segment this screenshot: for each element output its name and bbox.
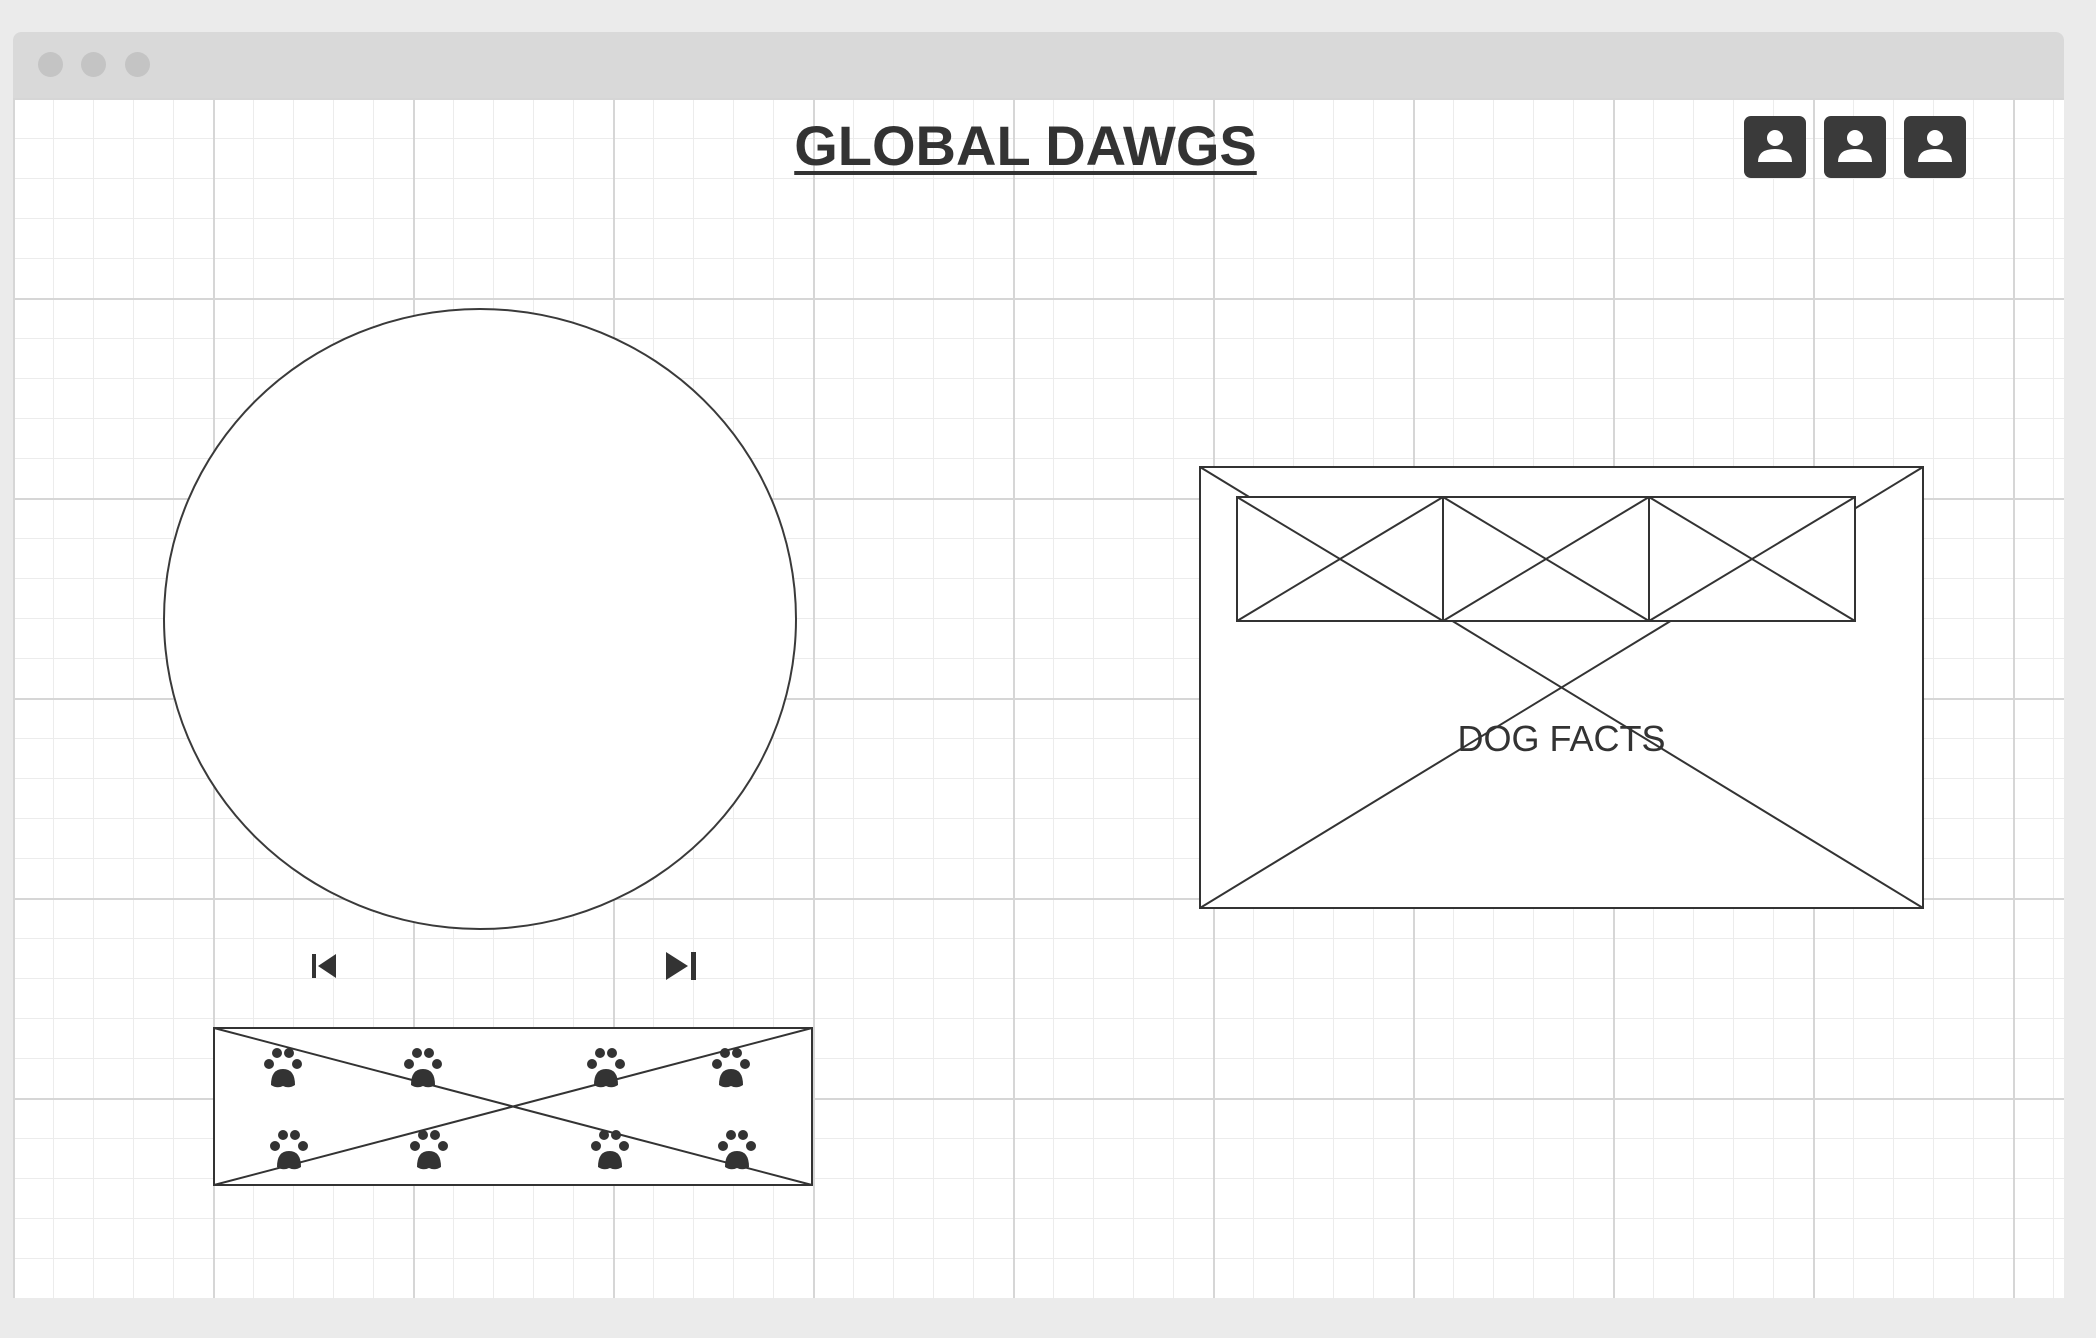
skip-back-icon[interactable] <box>304 946 344 986</box>
page-title: GLOBAL DAWGS <box>794 114 1257 177</box>
user-icon[interactable] <box>1824 116 1886 178</box>
paw-icon <box>264 1048 302 1088</box>
paw-icon <box>591 1130 629 1170</box>
user-icon[interactable] <box>1904 116 1966 178</box>
facts-thumbnail-strip <box>1236 496 1856 622</box>
paw-icon <box>270 1130 308 1170</box>
dog-facts-panel <box>1199 466 1924 909</box>
paw-icon <box>587 1048 625 1088</box>
window-titlebar <box>13 32 2064 98</box>
skip-forward-icon[interactable] <box>662 946 702 986</box>
window-minimize-button[interactable] <box>81 52 106 77</box>
paw-icon <box>410 1130 448 1170</box>
user-icon[interactable] <box>1744 116 1806 178</box>
dog-image-placeholder <box>163 308 797 930</box>
paw-banner-placeholder <box>213 1027 813 1186</box>
window-maximize-button[interactable] <box>125 52 150 77</box>
paw-icon <box>712 1048 750 1088</box>
window-close-button[interactable] <box>38 52 63 77</box>
paw-icon <box>404 1048 442 1088</box>
paw-icon <box>718 1130 756 1170</box>
